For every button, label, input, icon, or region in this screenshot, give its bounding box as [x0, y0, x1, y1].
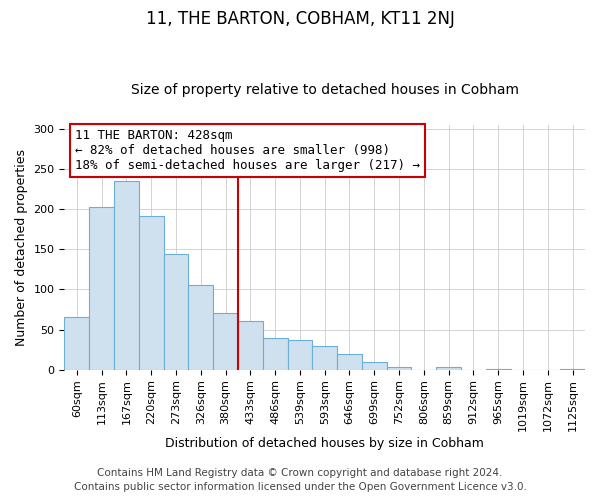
Bar [238, 320, 263, 370]
Bar [164, 254, 188, 370]
Bar [436, 366, 461, 370]
Text: 11, THE BARTON, COBHAM, KT11 2NJ: 11, THE BARTON, COBHAM, KT11 2NJ [146, 10, 454, 28]
Bar [386, 366, 412, 370]
Bar [337, 354, 362, 370]
Bar [313, 346, 337, 370]
Text: Contains HM Land Registry data © Crown copyright and database right 2024.
Contai: Contains HM Land Registry data © Crown c… [74, 468, 526, 492]
Title: Size of property relative to detached houses in Cobham: Size of property relative to detached ho… [131, 83, 519, 97]
Bar [213, 314, 238, 370]
Bar [139, 216, 164, 370]
X-axis label: Distribution of detached houses by size in Cobham: Distribution of detached houses by size … [165, 437, 484, 450]
Bar [89, 208, 114, 370]
Y-axis label: Number of detached properties: Number of detached properties [15, 148, 28, 346]
Text: 11 THE BARTON: 428sqm
← 82% of detached houses are smaller (998)
18% of semi-det: 11 THE BARTON: 428sqm ← 82% of detached … [75, 130, 420, 172]
Bar [362, 362, 386, 370]
Bar [263, 338, 287, 370]
Bar [114, 181, 139, 370]
Bar [287, 340, 313, 370]
Bar [64, 318, 89, 370]
Bar [188, 284, 213, 370]
Bar [560, 369, 585, 370]
Bar [486, 369, 511, 370]
